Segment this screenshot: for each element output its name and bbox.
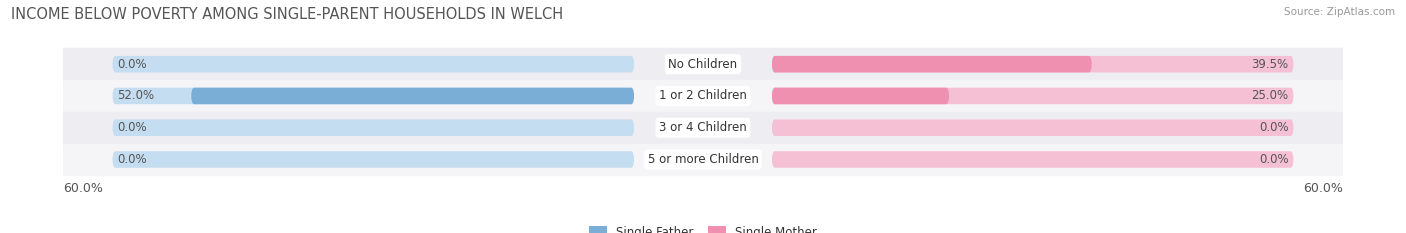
FancyBboxPatch shape — [191, 88, 634, 104]
Text: 52.0%: 52.0% — [117, 89, 155, 103]
Text: 3 or 4 Children: 3 or 4 Children — [659, 121, 747, 134]
Text: 60.0%: 60.0% — [1303, 182, 1343, 195]
Text: INCOME BELOW POVERTY AMONG SINGLE-PARENT HOUSEHOLDS IN WELCH: INCOME BELOW POVERTY AMONG SINGLE-PARENT… — [11, 7, 564, 22]
Text: No Children: No Children — [668, 58, 738, 71]
Legend: Single Father, Single Mother: Single Father, Single Mother — [589, 226, 817, 233]
Text: 0.0%: 0.0% — [1258, 121, 1289, 134]
FancyBboxPatch shape — [772, 120, 1294, 136]
FancyBboxPatch shape — [112, 56, 634, 72]
Bar — [63, 48, 1343, 80]
FancyBboxPatch shape — [772, 56, 1294, 72]
FancyBboxPatch shape — [112, 151, 634, 168]
Bar — [63, 80, 1343, 112]
Text: Source: ZipAtlas.com: Source: ZipAtlas.com — [1284, 7, 1395, 17]
FancyBboxPatch shape — [112, 88, 634, 104]
FancyBboxPatch shape — [772, 88, 1294, 104]
FancyBboxPatch shape — [772, 56, 1092, 72]
FancyBboxPatch shape — [772, 88, 949, 104]
Text: 25.0%: 25.0% — [1251, 89, 1289, 103]
Text: 5 or more Children: 5 or more Children — [648, 153, 758, 166]
Text: 0.0%: 0.0% — [1258, 153, 1289, 166]
Text: 60.0%: 60.0% — [63, 182, 103, 195]
Bar — [63, 112, 1343, 144]
Bar — [63, 144, 1343, 175]
FancyBboxPatch shape — [772, 151, 1294, 168]
FancyBboxPatch shape — [112, 120, 634, 136]
Text: 1 or 2 Children: 1 or 2 Children — [659, 89, 747, 103]
Text: 0.0%: 0.0% — [117, 153, 148, 166]
Text: 39.5%: 39.5% — [1251, 58, 1289, 71]
Text: 0.0%: 0.0% — [117, 121, 148, 134]
Text: 0.0%: 0.0% — [117, 58, 148, 71]
